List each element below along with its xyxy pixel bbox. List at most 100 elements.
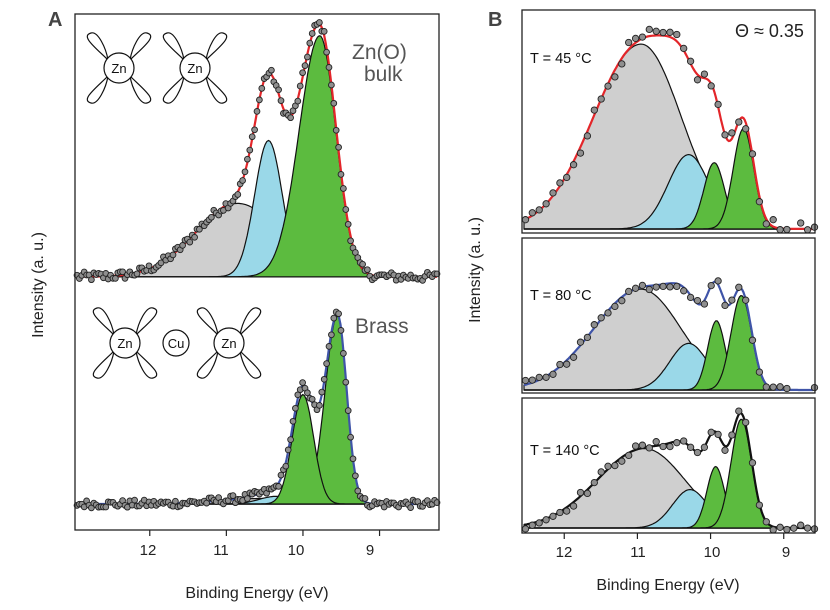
data-point	[308, 395, 316, 403]
data-point	[790, 524, 798, 532]
data-point	[179, 242, 186, 249]
data-point	[631, 284, 640, 292]
data-point	[119, 268, 126, 276]
data-point	[680, 44, 688, 53]
data-point	[645, 444, 653, 452]
data-point	[535, 519, 543, 527]
data-point	[342, 206, 350, 213]
data-point	[258, 85, 266, 92]
data-point	[556, 360, 564, 369]
data-point	[673, 282, 681, 291]
data-point	[618, 457, 626, 465]
data-point	[728, 431, 736, 439]
data-point	[308, 30, 316, 37]
data-point	[783, 225, 791, 234]
data-point	[700, 300, 709, 308]
data-point	[755, 198, 764, 206]
data-point	[638, 281, 647, 290]
data-point	[131, 496, 138, 504]
data-point	[721, 131, 729, 139]
data-point	[169, 251, 177, 259]
data-point	[542, 200, 550, 208]
data-point	[244, 495, 251, 502]
data-point	[277, 97, 285, 104]
data-point	[549, 189, 557, 197]
data-point	[673, 30, 681, 39]
data-point	[569, 502, 578, 510]
data-point	[707, 82, 715, 90]
data-point	[88, 276, 95, 284]
data-point	[590, 478, 598, 487]
zn-atom-label-4: Zn	[221, 336, 236, 351]
data-point	[256, 96, 263, 104]
data-point	[549, 370, 557, 378]
data-point	[576, 149, 585, 157]
data-point	[528, 521, 536, 529]
data-point	[625, 451, 633, 460]
panel-a-xlabel: Binding Energy (eV)	[185, 585, 328, 602]
data-point	[292, 404, 299, 412]
panel-b-tick-9: 9	[782, 544, 790, 561]
data-point	[659, 28, 667, 37]
data-point	[112, 275, 119, 282]
data-point	[521, 376, 530, 385]
data-point	[282, 462, 290, 470]
data-point	[762, 518, 770, 526]
data-point	[803, 226, 812, 234]
data-point	[686, 293, 695, 302]
data-point	[714, 100, 722, 109]
data-point	[700, 70, 709, 78]
data-point	[246, 146, 254, 154]
panel-b-frame-top	[521, 9, 816, 234]
panel-a-tick-12: 12	[140, 542, 157, 559]
data-point	[693, 76, 702, 84]
data-point	[528, 209, 536, 217]
data-point	[693, 296, 702, 305]
data-point	[248, 133, 256, 141]
data-point	[318, 388, 326, 396]
data-point	[275, 483, 282, 490]
data-point	[542, 373, 550, 381]
data-point	[652, 27, 660, 35]
data-point	[244, 155, 251, 163]
data-point	[604, 462, 612, 470]
temp-140-label: T = 140 °C	[530, 443, 600, 459]
data-point	[783, 384, 791, 393]
data-point	[742, 418, 750, 427]
panel-b-letter: B	[488, 9, 502, 31]
data-point	[735, 407, 743, 415]
data-point	[191, 233, 198, 241]
data-point	[320, 375, 328, 383]
data-point	[618, 60, 626, 68]
data-point	[776, 523, 784, 531]
data-point	[735, 283, 743, 291]
data-point	[569, 161, 578, 169]
data-point	[625, 38, 633, 47]
data-point	[296, 82, 304, 90]
data-point	[755, 368, 764, 376]
data-point	[728, 129, 736, 137]
zno-bulk-label-line1: Zn(O)	[352, 41, 407, 64]
data-point	[666, 442, 674, 451]
data-point	[289, 417, 297, 425]
data-point	[618, 297, 626, 305]
data-point	[208, 213, 215, 221]
data-point	[652, 438, 660, 446]
data-point	[325, 64, 333, 71]
data-point	[604, 82, 612, 90]
panel-a-tick-9: 9	[366, 542, 374, 559]
data-point	[364, 266, 371, 274]
data-point	[611, 73, 619, 81]
data-point	[707, 281, 715, 290]
data-point	[328, 81, 335, 89]
data-point	[344, 220, 352, 228]
data-point	[521, 216, 530, 224]
panel-a-plot	[73, 19, 441, 536]
data-point	[803, 524, 812, 532]
data-point	[335, 310, 342, 318]
data-point	[762, 383, 770, 391]
data-point	[686, 443, 695, 451]
data-point	[196, 225, 203, 233]
component-peak-cyan	[77, 139, 437, 278]
